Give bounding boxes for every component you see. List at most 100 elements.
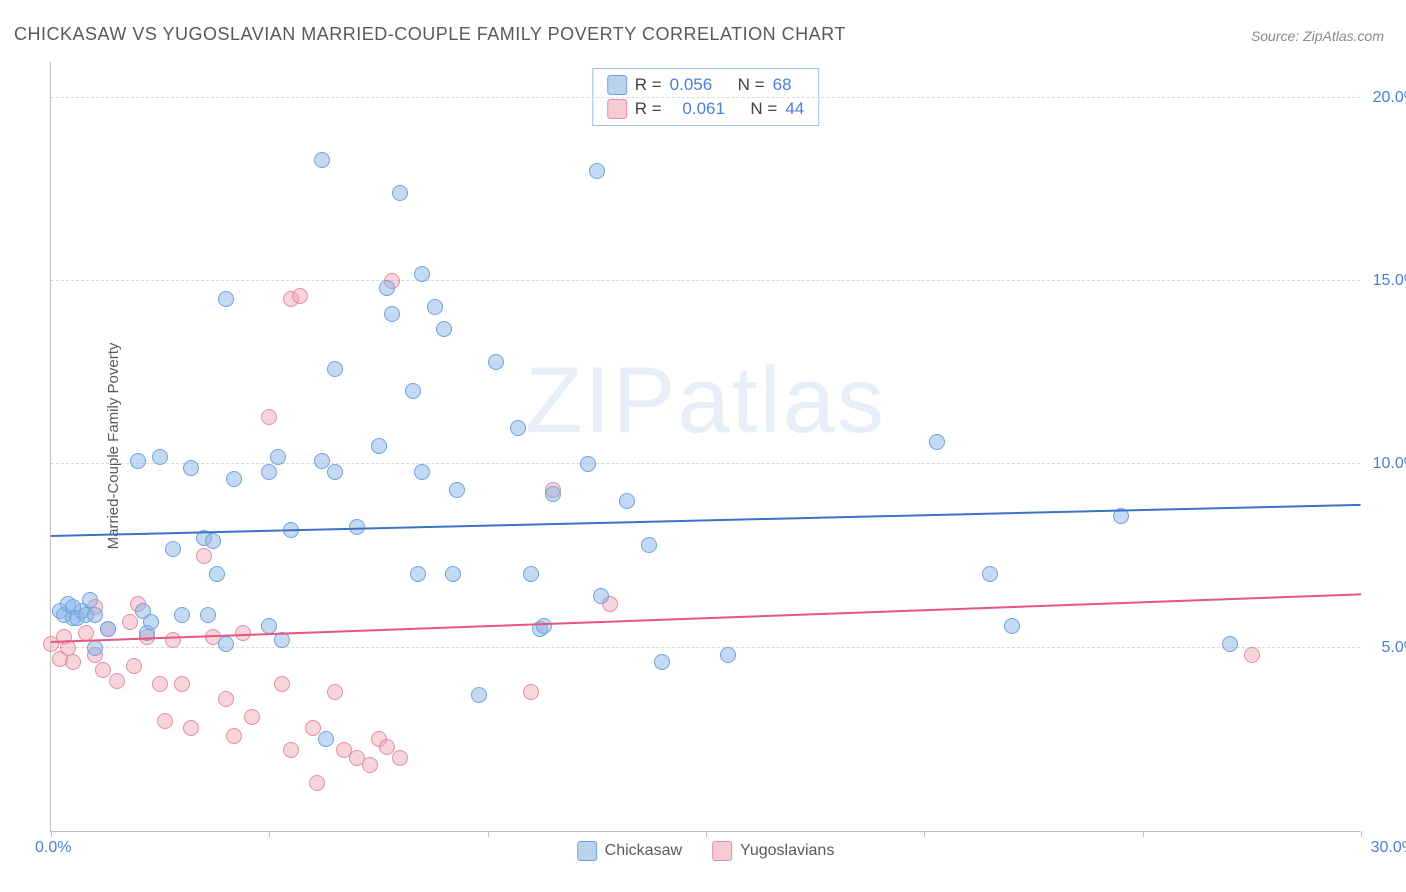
x-tick-mark	[924, 831, 925, 837]
data-point	[471, 687, 487, 703]
data-point	[654, 654, 670, 670]
x-tick-mark	[488, 831, 489, 837]
data-point	[143, 614, 159, 630]
data-point	[445, 566, 461, 582]
data-point	[152, 676, 168, 692]
data-point	[65, 654, 81, 670]
gridline	[51, 647, 1360, 648]
trend-line	[51, 504, 1361, 537]
data-point	[392, 750, 408, 766]
data-point	[414, 464, 430, 480]
data-point	[174, 607, 190, 623]
data-point	[270, 449, 286, 465]
x-tick-mark	[51, 831, 52, 837]
data-point	[580, 456, 596, 472]
data-point	[226, 728, 242, 744]
data-point	[327, 464, 343, 480]
data-point	[362, 757, 378, 773]
data-point	[436, 321, 452, 337]
data-point	[218, 291, 234, 307]
data-point	[152, 449, 168, 465]
source-label: Source: ZipAtlas.com	[1251, 28, 1384, 44]
data-point	[405, 383, 421, 399]
data-point	[100, 621, 116, 637]
data-point	[274, 676, 290, 692]
data-point	[218, 636, 234, 652]
data-point	[318, 731, 334, 747]
legend-swatch-series1b	[577, 841, 597, 861]
data-point	[244, 709, 260, 725]
data-point	[209, 566, 225, 582]
watermark: ZIPatlas	[525, 346, 886, 454]
y-tick-label: 15.0%	[1373, 272, 1406, 290]
chart-title: CHICKASAW VS YUGOSLAVIAN MARRIED-COUPLE …	[14, 24, 846, 45]
x-tick-mark	[1361, 831, 1362, 837]
x-tick-mark	[269, 831, 270, 837]
gridline	[51, 463, 1360, 464]
data-point	[523, 566, 539, 582]
data-point	[196, 548, 212, 564]
data-point	[157, 713, 173, 729]
data-point	[174, 676, 190, 692]
legend-label-series2: Yugoslavians	[740, 842, 834, 860]
data-point	[327, 684, 343, 700]
data-point	[309, 775, 325, 791]
legend-series: Chickasaw Yugoslavians	[577, 841, 835, 861]
data-point	[122, 614, 138, 630]
data-point	[1222, 636, 1238, 652]
legend-swatch-series2	[607, 99, 627, 119]
y-tick-label: 5.0%	[1382, 639, 1406, 657]
data-point	[165, 632, 181, 648]
data-point	[165, 541, 181, 557]
data-point	[593, 588, 609, 604]
x-tick-min: 0.0%	[35, 839, 71, 857]
y-tick-label: 10.0%	[1373, 455, 1406, 473]
data-point	[384, 306, 400, 322]
data-point	[1244, 647, 1260, 663]
data-point	[523, 684, 539, 700]
data-point	[283, 742, 299, 758]
x-tick-mark	[706, 831, 707, 837]
data-point	[510, 420, 526, 436]
data-point	[1004, 618, 1020, 634]
legend-swatch-series1	[607, 75, 627, 95]
data-point	[109, 673, 125, 689]
x-tick-mark	[1143, 831, 1144, 837]
data-point	[82, 592, 98, 608]
data-point	[720, 647, 736, 663]
data-point	[87, 607, 103, 623]
data-point	[379, 280, 395, 296]
data-point	[261, 618, 277, 634]
legend-swatch-series2b	[712, 841, 732, 861]
data-point	[327, 361, 343, 377]
data-point	[414, 266, 430, 282]
data-point	[205, 533, 221, 549]
y-tick-label: 20.0%	[1373, 89, 1406, 107]
data-point	[427, 299, 443, 315]
data-point	[292, 288, 308, 304]
data-point	[982, 566, 998, 582]
data-point	[183, 720, 199, 736]
data-point	[314, 152, 330, 168]
data-point	[449, 482, 465, 498]
data-point	[641, 537, 657, 553]
data-point	[619, 493, 635, 509]
data-point	[130, 453, 146, 469]
data-point	[929, 434, 945, 450]
data-point	[126, 658, 142, 674]
data-point	[488, 354, 504, 370]
data-point	[261, 409, 277, 425]
data-point	[410, 566, 426, 582]
x-tick-max: 30.0%	[1371, 839, 1406, 857]
data-point	[87, 640, 103, 656]
data-point	[392, 185, 408, 201]
data-point	[226, 471, 242, 487]
gridline	[51, 97, 1360, 98]
scatter-plot: ZIPatlas R = 0.056 N = 68 R = 0.061 N = …	[50, 62, 1360, 832]
data-point	[536, 618, 552, 634]
data-point	[589, 163, 605, 179]
data-point	[200, 607, 216, 623]
data-point	[371, 438, 387, 454]
data-point	[261, 464, 277, 480]
data-point	[218, 691, 234, 707]
